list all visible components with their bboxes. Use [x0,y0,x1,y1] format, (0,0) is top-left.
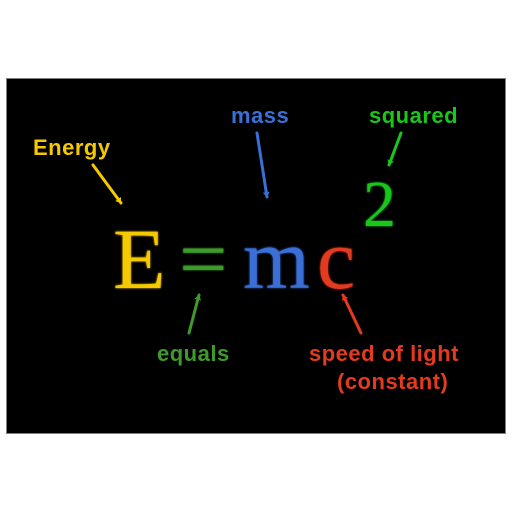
label-speed: speed of light [309,341,459,367]
equation-E: E [113,209,166,309]
arrow-equals-icon [183,289,205,339]
label-mass: mass [231,103,289,129]
arrow-speed-icon [337,289,367,339]
arrow-mass-icon [251,127,273,203]
label-equals: equals [157,341,230,367]
arrow-squared-icon [383,127,407,171]
label-squared: squared [369,103,458,129]
card-frame: Energy mass squared equals speed of ligh… [0,72,512,440]
equation-m: m [243,209,310,309]
equation-sup2: 2 [363,167,397,243]
arrow-energy-icon [87,159,127,209]
label-energy: Energy [33,135,111,161]
label-constant: (constant) [337,369,448,395]
black-panel: Energy mass squared equals speed of ligh… [6,78,506,434]
